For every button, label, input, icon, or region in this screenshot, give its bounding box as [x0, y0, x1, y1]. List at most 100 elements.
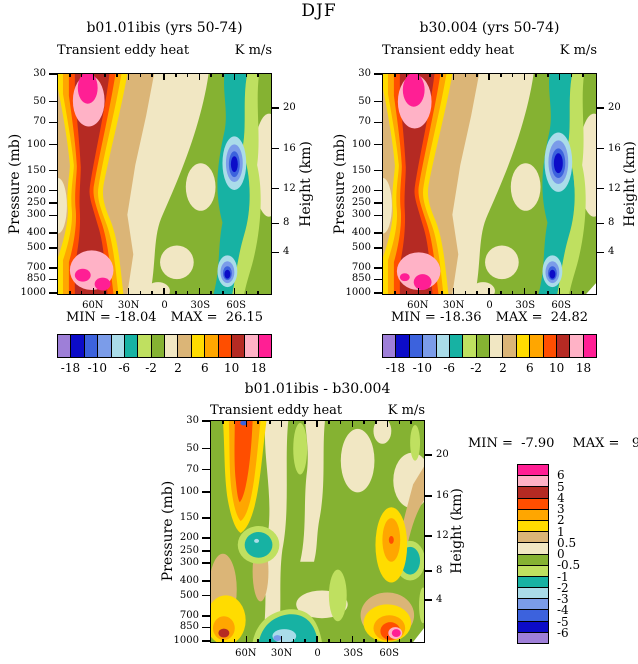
latitude-tick	[269, 420, 271, 424]
height-tick-label: 20	[283, 101, 296, 113]
colorbar-segment-yellow	[516, 335, 531, 357]
latitude-tick	[257, 639, 259, 643]
contour-region-magenta	[77, 74, 98, 104]
colorbar-segment-ored	[218, 335, 232, 357]
latitude-tick	[429, 291, 431, 295]
panel3-minmax: MIN = -7.90 MAX = 9.08	[468, 436, 638, 451]
pressure-tick	[49, 100, 57, 103]
contour-region-dred	[74, 74, 110, 294]
colorbar-segment-dblue	[71, 335, 85, 357]
latitude-tick	[292, 420, 295, 424]
colorbar-segment-orange	[205, 335, 219, 357]
latitude-tick	[500, 73, 502, 77]
colorbar-segment-cblue	[423, 335, 437, 357]
latitude-tick-label: 30N	[117, 300, 140, 311]
colorbar-level-label: -6	[118, 361, 131, 375]
colorbar-level-label: -10	[412, 361, 432, 375]
contour-region-cream	[485, 245, 519, 280]
latitude-tick	[547, 73, 549, 77]
colorbar-level-label: -6	[557, 625, 569, 640]
pressure-tick	[202, 640, 210, 642]
latitude-tick	[488, 73, 490, 80]
pressure-tick	[374, 267, 382, 269]
contour-field	[58, 74, 271, 294]
contour-region-dred	[399, 74, 435, 294]
latitude-tick	[351, 420, 354, 427]
contour-region-magenta	[391, 629, 401, 638]
latitude-tick	[139, 291, 142, 295]
panel1-min-value: MIN = -18.04	[65, 310, 157, 325]
colorbar-segment-cream	[165, 335, 179, 357]
colorbar-level-label: 10	[224, 361, 240, 375]
panel2-yaxis-label-pressure: Pressure (mb)	[332, 133, 348, 235]
colorbar-segment-dred	[231, 335, 246, 357]
pressure-tick	[202, 491, 210, 493]
colorbar-level-label: -10	[87, 361, 107, 375]
latitude-tick	[151, 291, 153, 295]
colorbar-segment-dred	[556, 335, 571, 357]
contour-region-cream	[262, 421, 289, 642]
colorbar-segment-dblue	[518, 621, 548, 633]
pressure-tick-label: 1000	[345, 287, 371, 298]
latitude-tick	[116, 73, 118, 77]
latitude-tick	[417, 73, 420, 80]
pressure-tick	[374, 169, 382, 172]
colorbar-segment-dred	[518, 487, 548, 499]
colorbar-horizontal-1	[57, 334, 272, 358]
height-tick-label: 8	[608, 217, 615, 229]
height-tick-label: 4	[436, 594, 443, 606]
colorbar-horizontal-2	[382, 334, 597, 358]
pressure-tick-label: 400	[179, 574, 199, 586]
height-tick-label: 4	[608, 246, 615, 258]
pressure-tick-label: 500	[179, 589, 199, 601]
pressure-tick	[202, 550, 210, 552]
pressure-tick-label: 50	[358, 95, 371, 107]
latitude-tick-label: 60S	[379, 648, 399, 659]
latitude-tick	[511, 73, 514, 77]
contour-region-cream	[300, 421, 325, 562]
latitude-tick	[328, 420, 330, 424]
colorbar-level-label: -2	[145, 361, 157, 375]
colorbar-level-label: -18	[60, 361, 81, 375]
contour-region-orange	[212, 616, 235, 641]
pressure-tick	[374, 202, 382, 204]
latitude-tick	[210, 291, 212, 295]
contour-region-magenta	[74, 268, 91, 282]
latitude-tick	[257, 291, 259, 295]
pressure-tick	[202, 626, 210, 629]
pressure-tick-label: 700	[26, 262, 46, 274]
pressure-tick	[374, 100, 382, 103]
contour-region-cream	[58, 178, 67, 234]
contour-region-dblue	[230, 156, 238, 173]
latitude-tick-label: 60N	[407, 300, 429, 311]
pressure-tick	[202, 447, 210, 450]
contour-region-magenta	[402, 74, 425, 107]
latitude-tick	[245, 636, 248, 643]
latitude-tick	[328, 639, 330, 643]
latitude-tick	[410, 420, 412, 424]
panel3-subtitle-row: Transient eddy heat K m/s	[210, 403, 425, 418]
latitude-tick	[69, 291, 71, 295]
latitude-tick-label: 0	[161, 300, 168, 311]
latitude-tick	[233, 288, 236, 295]
colorbar-segment-purple	[518, 632, 548, 643]
colorbar-segment-tan	[518, 532, 548, 544]
height-tick	[271, 222, 279, 225]
colorbar-segment-pink	[518, 476, 548, 488]
colorbar-segment-teal	[518, 576, 548, 589]
latitude-tick	[269, 639, 271, 643]
colorbar-level-label: 3	[557, 502, 565, 516]
latitude-tick	[570, 291, 573, 295]
colorbar-level-label: 0.5	[557, 535, 577, 550]
latitude-tick	[222, 420, 224, 424]
latitude-tick	[222, 73, 224, 77]
height-tick-label: 12	[608, 182, 621, 194]
latitude-tick	[570, 73, 573, 77]
contour-region-cblue	[273, 635, 282, 642]
latitude-tick	[280, 636, 283, 643]
pressure-tick	[202, 468, 210, 471]
height-tick-label: 16	[436, 490, 449, 502]
colorbar-segment-magenta	[518, 465, 548, 477]
pressure-tick-label: 70	[33, 116, 46, 128]
latitude-tick	[186, 73, 189, 77]
